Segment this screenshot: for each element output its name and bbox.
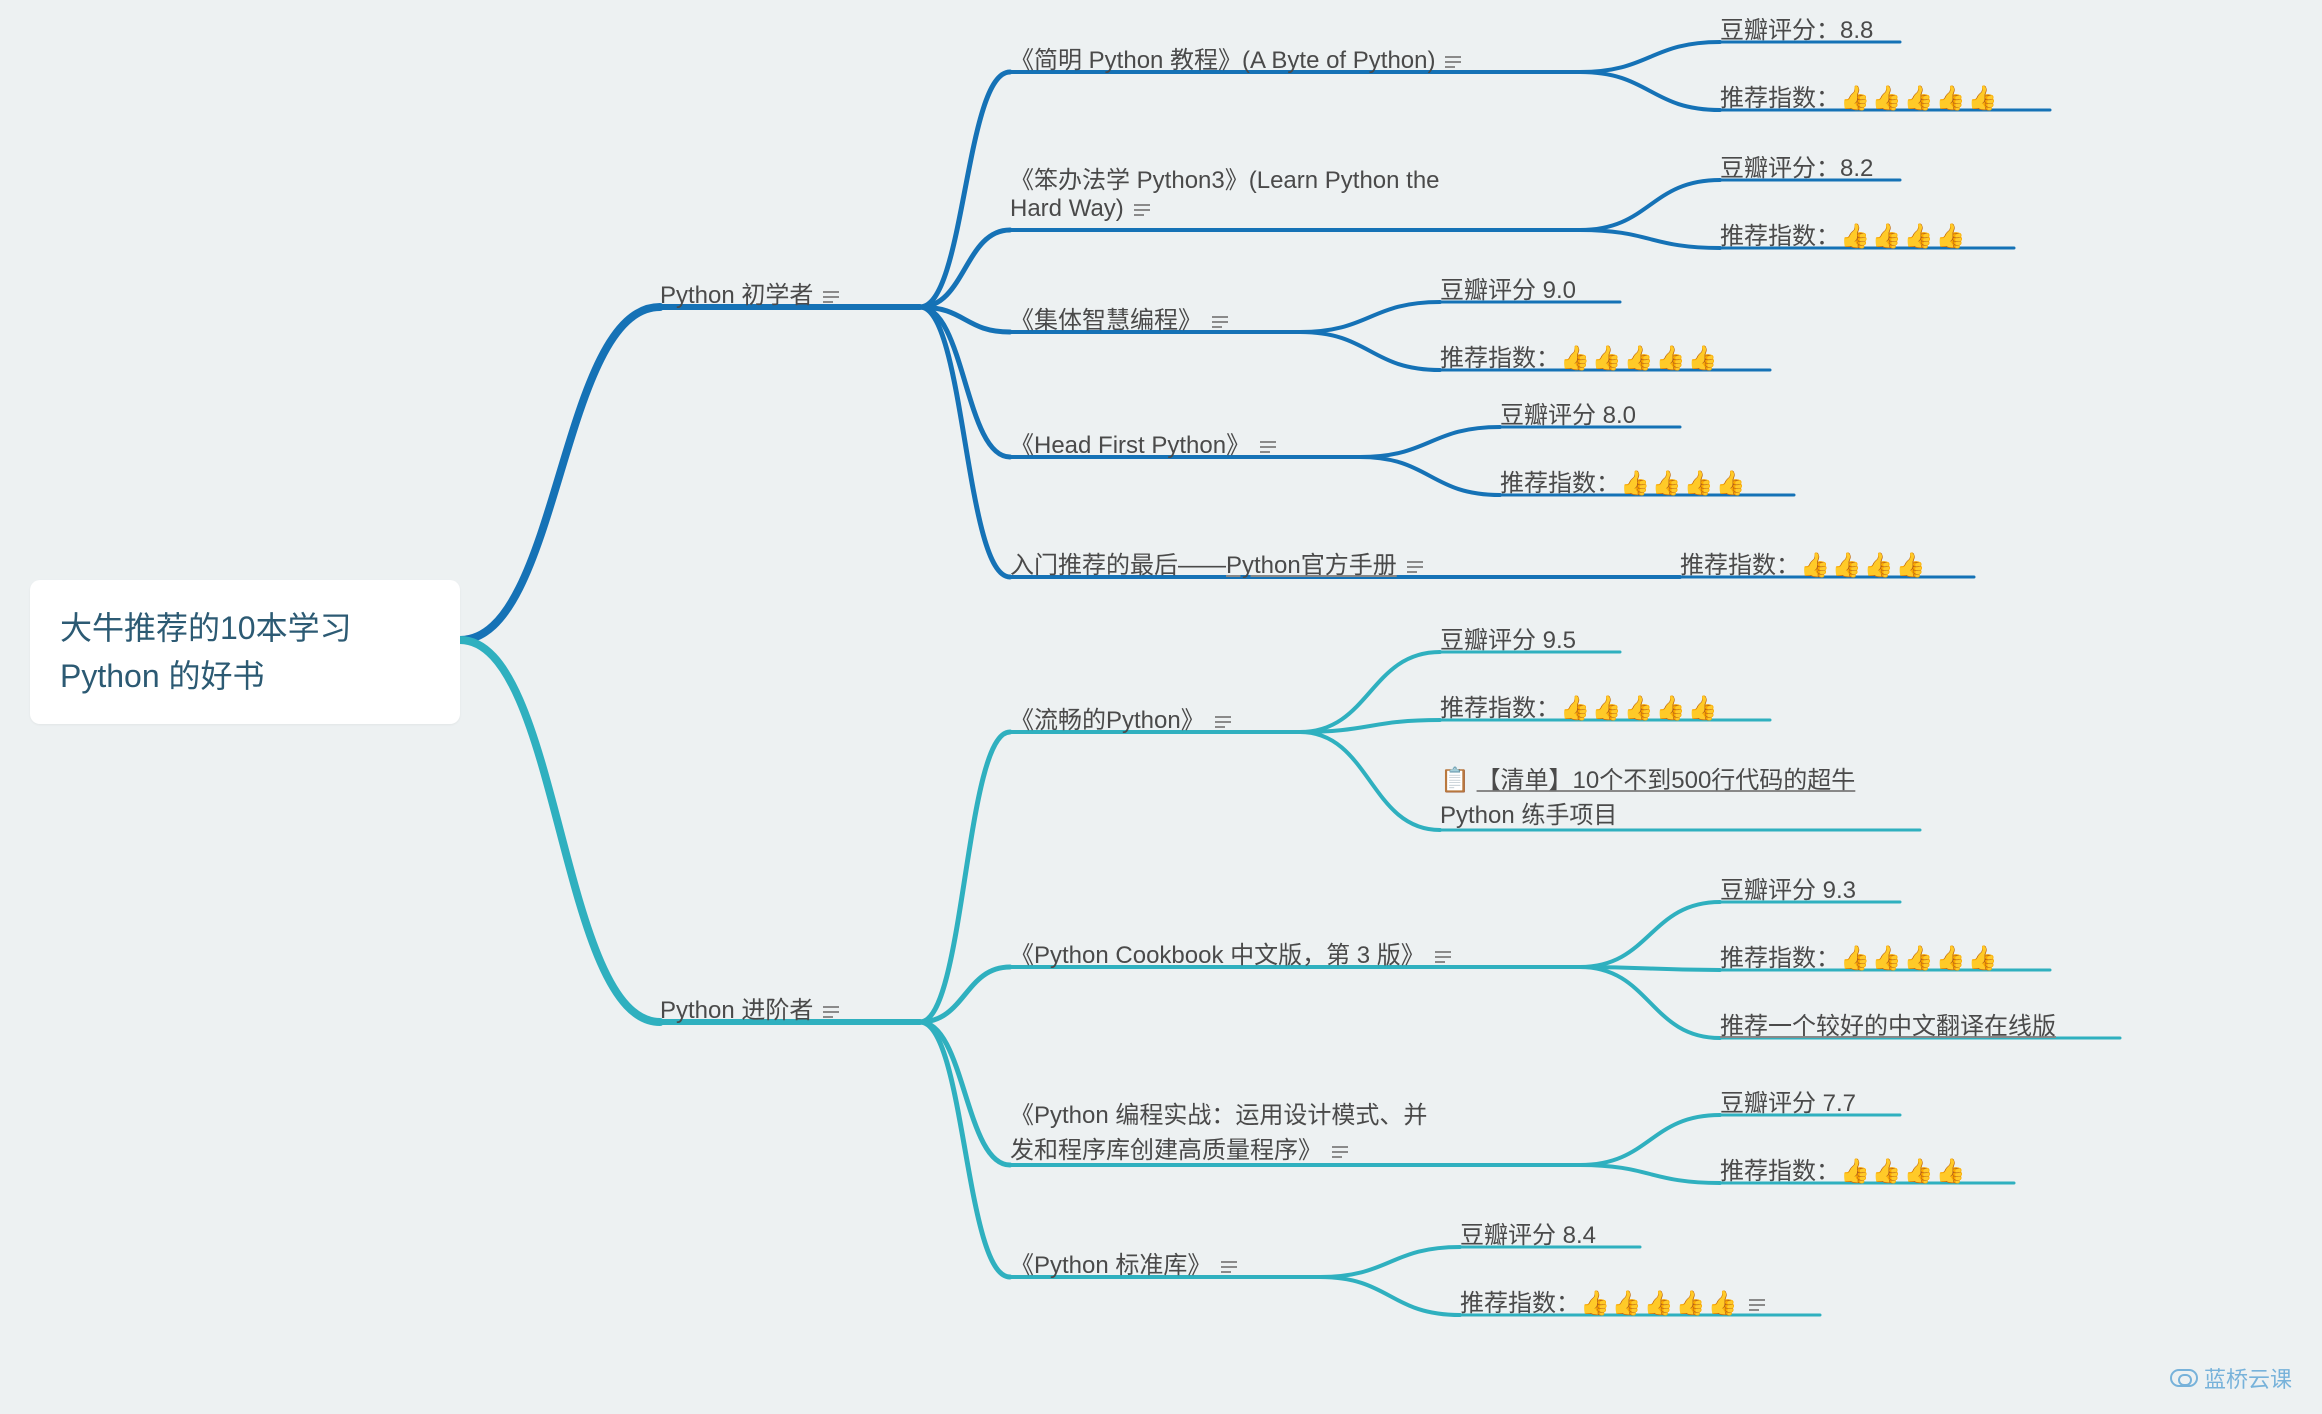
book-node[interactable]: 《Python Cookbook 中文版，第 3 版》 bbox=[1010, 935, 1550, 970]
leaf-node[interactable]: 推荐指数：👍👍👍👍👍 bbox=[1440, 338, 1719, 373]
node-text: 《Python 编程实战：运用设计模式、并 bbox=[1010, 1102, 1427, 1129]
thumbs-rating: 👍👍👍👍👍 bbox=[1840, 85, 1999, 112]
note-icon bbox=[1749, 1298, 1765, 1312]
thumbs-rating: 👍👍👍👍👍 bbox=[1560, 695, 1719, 722]
leaf-node[interactable]: 推荐一个较好的中文翻译在线版 bbox=[1720, 1006, 2056, 1041]
leaf-node[interactable]: 豆瓣评分 7.7 bbox=[1720, 1083, 1856, 1118]
node-text: 豆瓣评分 8.4 bbox=[1460, 1222, 1596, 1249]
node-text: 豆瓣评分：8.8 bbox=[1720, 17, 1873, 44]
book-node[interactable]: 《流畅的Python》 bbox=[1010, 700, 1270, 735]
node-prefix: 推荐指数： bbox=[1460, 1290, 1580, 1317]
node-text: 《Head First Python》 bbox=[1010, 432, 1250, 459]
note-icon bbox=[1332, 1145, 1348, 1159]
level1-advanced[interactable]: Python 进阶者 bbox=[660, 990, 839, 1025]
node-prefix: 推荐指数： bbox=[1720, 945, 1840, 972]
node-text: 入门推荐的最后—— bbox=[1010, 552, 1226, 579]
node-prefix: 推荐指数： bbox=[1680, 552, 1800, 579]
book-node[interactable]: 入门推荐的最后——Python官方手册 bbox=[1010, 545, 1540, 580]
logo-icon bbox=[2170, 1369, 2198, 1387]
thumbs-rating: 👍👍👍👍 bbox=[1800, 552, 1928, 579]
leaf-node[interactable]: 豆瓣评分：8.2 bbox=[1720, 148, 1873, 183]
book-node[interactable]: 《笨办法学 Python3》(Learn Python theHard Way) bbox=[1010, 160, 1550, 223]
note-icon bbox=[1445, 55, 1461, 69]
leaf-node[interactable]: 推荐指数：👍👍👍👍👍 bbox=[1460, 1283, 1765, 1318]
note-icon bbox=[1435, 950, 1451, 964]
level1-beginner[interactable]: Python 初学者 bbox=[660, 275, 839, 310]
thumbs-rating: 👍👍👍👍 bbox=[1840, 1158, 1968, 1185]
book-node[interactable]: 《Python 编程实战：运用设计模式、并发和程序库创建高质量程序》 bbox=[1010, 1095, 1550, 1165]
leaf-node[interactable]: 豆瓣评分 9.5 bbox=[1440, 620, 1576, 655]
leaf-node[interactable]: 推荐指数：👍👍👍👍 bbox=[1720, 216, 1968, 251]
note-icon bbox=[1134, 203, 1150, 217]
node-text-underline: 推荐一个较好的中文翻译在线版 bbox=[1720, 1013, 2056, 1040]
node-text: 豆瓣评分 9.5 bbox=[1440, 627, 1576, 654]
node-text: 《流畅的Python》 bbox=[1010, 707, 1205, 734]
node-text-underline: Python官方手册 bbox=[1226, 552, 1397, 579]
node-text: 《Python Cookbook 中文版，第 3 版》 bbox=[1010, 942, 1425, 969]
leaf-node[interactable]: 豆瓣评分 9.0 bbox=[1440, 270, 1576, 305]
node-text: 《Python 标准库》 bbox=[1010, 1252, 1211, 1279]
leaf-node[interactable]: 豆瓣评分 8.0 bbox=[1500, 395, 1636, 430]
leaf-node[interactable]: 📋 【清单】10个不到500行代码的超牛Python 练手项目 bbox=[1440, 760, 1920, 830]
node-text: 豆瓣评分 9.3 bbox=[1720, 877, 1856, 904]
node-text-line2: 发和程序库创建高质量程序》 bbox=[1010, 1137, 1322, 1164]
root-line2: Python 的好书 bbox=[60, 652, 430, 700]
node-text: 豆瓣评分：8.2 bbox=[1720, 155, 1873, 182]
node-prefix: 推荐指数： bbox=[1440, 695, 1560, 722]
node-text: Python 初学者 bbox=[660, 282, 813, 309]
leaf-node[interactable]: 豆瓣评分 8.4 bbox=[1460, 1215, 1596, 1250]
node-prefix: 推荐指数： bbox=[1720, 1158, 1840, 1185]
root-node[interactable]: 大牛推荐的10本学习 Python 的好书 bbox=[30, 580, 460, 724]
leaf-node[interactable]: 豆瓣评分：8.8 bbox=[1720, 10, 1873, 45]
node-text-underline: 【清单】10个不到500行代码的超牛 bbox=[1477, 767, 1856, 794]
node-prefix: 推荐指数： bbox=[1500, 470, 1620, 497]
node-text: 《简明 Python 教程》(A Byte of Python) bbox=[1010, 47, 1435, 74]
leaf-node[interactable]: 推荐指数：👍👍👍👍👍 bbox=[1720, 78, 1999, 113]
thumbs-rating: 👍👍👍👍 bbox=[1620, 470, 1748, 497]
thumbs-rating: 👍👍👍👍👍 bbox=[1580, 1290, 1739, 1317]
leaf-node[interactable]: 推荐指数：👍👍👍👍 bbox=[1680, 545, 1928, 580]
note-icon bbox=[1260, 440, 1276, 454]
leaf-node[interactable]: 推荐指数：👍👍👍👍👍 bbox=[1720, 938, 1999, 973]
node-text: Python 进阶者 bbox=[660, 997, 813, 1024]
note-icon bbox=[823, 1005, 839, 1019]
leaf-node[interactable]: 推荐指数：👍👍👍👍 bbox=[1720, 1151, 1968, 1186]
note-icon bbox=[1407, 560, 1423, 574]
book-node[interactable]: 《Head First Python》 bbox=[1010, 425, 1330, 460]
watermark-text: 蓝桥云课 bbox=[2204, 1362, 2292, 1394]
book-node[interactable]: 《集体智慧编程》 bbox=[1010, 300, 1270, 335]
leaf-node[interactable]: 推荐指数：👍👍👍👍👍 bbox=[1440, 688, 1719, 723]
node-text-line2: Python 练手项目 bbox=[1440, 802, 1617, 829]
node-text: 豆瓣评分 7.7 bbox=[1720, 1090, 1856, 1117]
node-text: 豆瓣评分 9.0 bbox=[1440, 277, 1576, 304]
root-line1: 大牛推荐的10本学习 bbox=[60, 604, 430, 652]
node-text: 《笨办法学 Python3》(Learn Python the bbox=[1010, 167, 1440, 194]
thumbs-rating: 👍👍👍👍👍 bbox=[1560, 345, 1719, 372]
node-prefix: 推荐指数： bbox=[1720, 85, 1840, 112]
book-node[interactable]: 《Python 标准库》 bbox=[1010, 1245, 1290, 1280]
note-icon bbox=[823, 290, 839, 304]
node-prefix: 推荐指数： bbox=[1720, 223, 1840, 250]
note-icon bbox=[1215, 715, 1231, 729]
node-text: 豆瓣评分 8.0 bbox=[1500, 402, 1636, 429]
leaf-node[interactable]: 豆瓣评分 9.3 bbox=[1720, 870, 1856, 905]
node-text-line2: Hard Way) bbox=[1010, 195, 1124, 222]
note-icon bbox=[1212, 315, 1228, 329]
thumbs-rating: 👍👍👍👍 bbox=[1840, 223, 1968, 250]
node-text: 《集体智慧编程》 bbox=[1010, 307, 1202, 334]
book-node[interactable]: 《简明 Python 教程》(A Byte of Python) bbox=[1010, 40, 1550, 75]
leaf-node[interactable]: 推荐指数：👍👍👍👍 bbox=[1500, 463, 1748, 498]
watermark: 蓝桥云课 bbox=[2170, 1362, 2292, 1394]
node-prefix: 推荐指数： bbox=[1440, 345, 1560, 372]
thumbs-rating: 👍👍👍👍👍 bbox=[1840, 945, 1999, 972]
note-icon bbox=[1221, 1260, 1237, 1274]
